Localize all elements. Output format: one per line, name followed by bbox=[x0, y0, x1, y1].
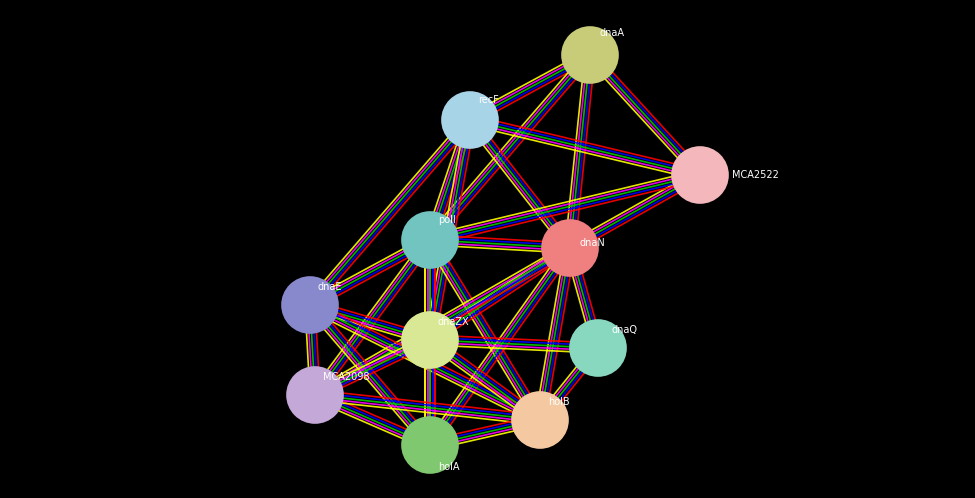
Circle shape bbox=[672, 147, 728, 203]
Text: MCA2522: MCA2522 bbox=[732, 170, 779, 180]
Circle shape bbox=[512, 392, 568, 448]
Circle shape bbox=[402, 312, 458, 368]
Text: dnaN: dnaN bbox=[580, 238, 605, 248]
Text: dnaQ: dnaQ bbox=[612, 325, 638, 335]
Text: holB: holB bbox=[548, 397, 569, 407]
Text: holA: holA bbox=[438, 462, 459, 472]
Circle shape bbox=[570, 320, 626, 376]
Circle shape bbox=[442, 92, 498, 148]
Circle shape bbox=[402, 212, 458, 268]
Circle shape bbox=[542, 220, 598, 276]
Circle shape bbox=[287, 367, 343, 423]
Circle shape bbox=[402, 417, 458, 473]
Text: MCA2098: MCA2098 bbox=[323, 372, 370, 382]
Circle shape bbox=[282, 277, 338, 333]
Text: recF: recF bbox=[478, 95, 499, 105]
Text: dnaZX: dnaZX bbox=[438, 317, 470, 327]
Text: dnaA: dnaA bbox=[600, 28, 625, 38]
Text: polI: polI bbox=[438, 215, 455, 225]
Text: dnaE: dnaE bbox=[318, 282, 342, 292]
Circle shape bbox=[562, 27, 618, 83]
